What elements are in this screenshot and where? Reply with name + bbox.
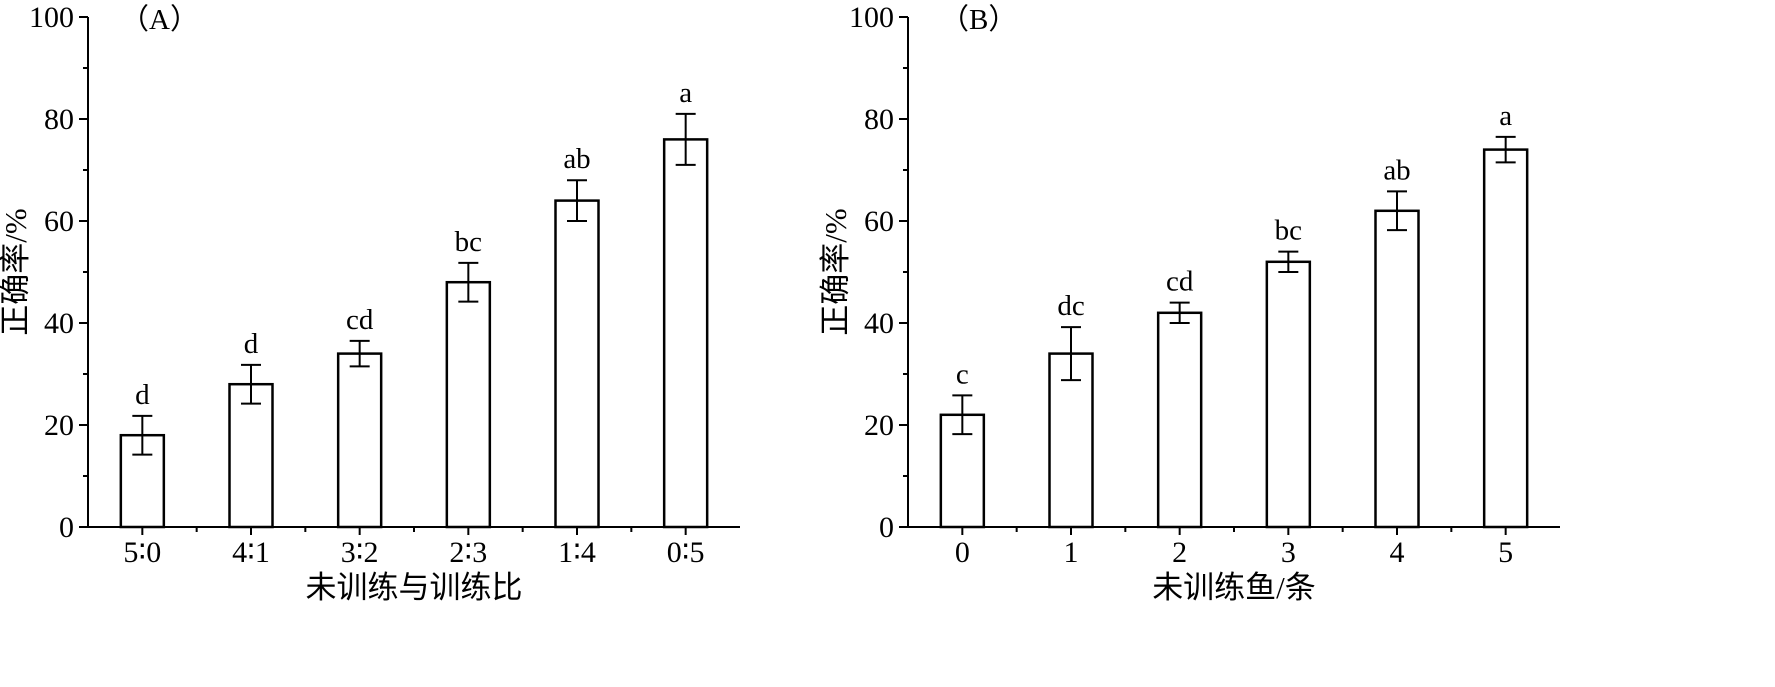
y-tick-label: 60 <box>864 205 894 238</box>
x-tick-label: 5 <box>1498 536 1513 569</box>
y-tick-label: 100 <box>849 1 894 34</box>
bar <box>1265 260 1312 529</box>
panel-label: （B） <box>940 4 1017 36</box>
x-tick-label: 2∶3 <box>449 536 487 569</box>
significance-label: cd <box>346 304 374 336</box>
x-tick-label: 3 <box>1281 536 1296 569</box>
bar <box>662 138 709 529</box>
significance-label: cd <box>1166 266 1194 298</box>
x-tick-label: 4 <box>1390 536 1405 569</box>
x-tick-label: 1∶4 <box>558 536 596 569</box>
bar <box>554 199 600 529</box>
significance-label: a <box>1499 100 1512 132</box>
significance-label: ab <box>1383 154 1410 186</box>
significance-label: ab <box>563 143 590 175</box>
x-tick-label: 4∶1 <box>232 536 270 569</box>
panel-label: （A） <box>120 4 199 36</box>
y-tick-label: 0 <box>59 511 74 544</box>
bar <box>119 433 166 529</box>
x-axis-title: 未训练与训练比 <box>306 570 523 605</box>
x-tick-label: 0 <box>955 536 970 569</box>
x-tick-label: 2 <box>1172 536 1187 569</box>
chart-panel-b: 0 20 40 60 80 100 c 0 dc 1 cd 2 bc 3 ab 4 a 5 未训练鱼/条 正确率/% （… <box>818 1 1560 605</box>
y-tick-label: 80 <box>864 103 894 136</box>
significance-label: d <box>244 328 259 360</box>
x-tick-label: 1 <box>1064 536 1079 569</box>
x-tick-label: 0∶5 <box>667 536 705 569</box>
y-tick-label: 40 <box>44 307 74 340</box>
y-tick-label: 20 <box>864 409 894 442</box>
y-axis-title: 正确率/% <box>0 208 33 335</box>
x-tick-label: 3∶2 <box>341 536 379 569</box>
significance-label: a <box>679 77 692 109</box>
chart-panel-a: 0 20 40 60 80 100 d 5∶0 d 4∶1 cd 3∶2 bc 2∶3 ab 1∶4 a 0∶5 未… <box>0 1 740 605</box>
significance-label: dc <box>1057 290 1084 322</box>
significance-label: bc <box>455 226 482 258</box>
y-tick-label: 40 <box>864 307 894 340</box>
x-axis-title: 未训练鱼/条 <box>1152 570 1316 605</box>
bar <box>1156 311 1203 529</box>
significance-label: c <box>956 358 969 390</box>
bar <box>228 382 274 529</box>
bar <box>445 280 492 529</box>
significance-label: bc <box>1275 215 1302 247</box>
bar <box>1374 209 1420 529</box>
x-tick-label: 5∶0 <box>123 536 161 569</box>
bar <box>1482 148 1529 529</box>
bar <box>336 352 383 529</box>
y-tick-label: 20 <box>44 409 74 442</box>
y-tick-label: 60 <box>44 205 74 238</box>
y-tick-label: 80 <box>44 103 74 136</box>
significance-label: d <box>135 379 150 411</box>
y-tick-label: 100 <box>29 1 74 34</box>
y-tick-label: 0 <box>879 511 894 544</box>
y-axis-title: 正确率/% <box>818 208 853 335</box>
